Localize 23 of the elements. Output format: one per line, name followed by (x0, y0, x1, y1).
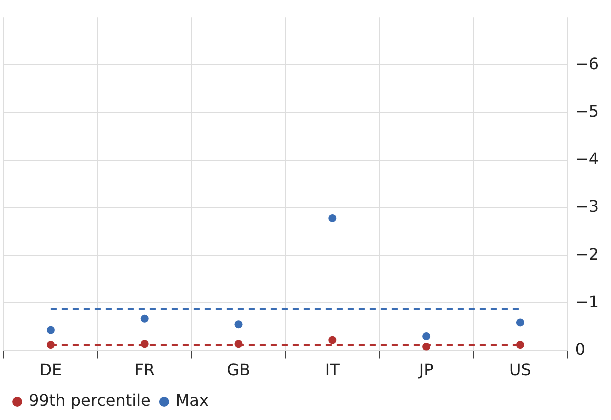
y-tick-label: −6 (575, 54, 600, 74)
x-tick-label: JP (418, 360, 434, 380)
x-tick-label: GB (227, 360, 250, 380)
point (328, 214, 337, 222)
y-tick-label: −3 (575, 197, 600, 216)
x-tick-label: US (510, 360, 532, 380)
legend-label: Max (176, 391, 209, 410)
point (516, 318, 524, 327)
point (46, 326, 55, 334)
x-tick-label: DE (40, 360, 62, 380)
y-tick-label: 0 (575, 340, 586, 359)
point (422, 332, 431, 341)
y-tick-label: −1 (575, 292, 600, 312)
point (140, 314, 149, 323)
x-tick-label: IT (325, 360, 340, 380)
point (328, 336, 337, 344)
point (516, 341, 524, 350)
y-tick-label: −4 (575, 150, 600, 169)
x-tick-label: FR (134, 360, 156, 380)
point (234, 320, 243, 329)
legend-label: 99th percentile (29, 391, 151, 410)
y-tick-label: −2 (575, 244, 600, 264)
y-tick-label: −5 (575, 102, 600, 121)
